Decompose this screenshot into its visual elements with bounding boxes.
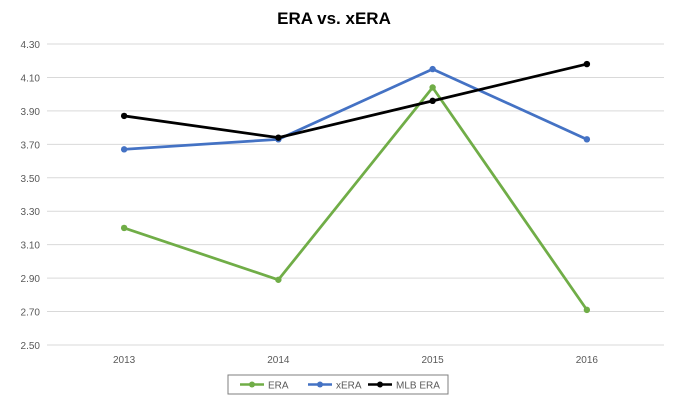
series-line-xera [122,67,589,151]
data-point-era [429,84,436,91]
data-point-era [275,276,282,283]
data-point-xera [583,136,591,143]
y-tick-label: 3.10 [21,241,41,252]
y-tick-label: 3.70 [21,140,41,151]
series-era [120,84,591,314]
x-tick-label: 2014 [267,355,290,366]
series-line-era [122,86,589,312]
y-tick-label: 3.30 [21,207,41,218]
y-tick-label: 4.10 [21,73,41,84]
legend-marker-era [249,381,255,388]
legend-label-xera: xERA [336,381,362,392]
gridlines [47,43,664,346]
data-point-xera [429,65,436,73]
x-tick-label: 2013 [113,355,136,366]
y-tick-label: 2.50 [21,341,41,352]
legend-box [227,374,449,395]
data-point-mlb-era [429,97,436,105]
data-point-mlb-era [275,134,282,141]
y-axis-tick-labels: 2.50 2.70 2.90 3.10 3.30 3.50 3.70 3.90 4.10 4.30 [21,40,41,352]
series-xera [120,65,591,153]
legend-label-mlb-era: MLB ERA [396,381,440,392]
legend-label-era: ERA [268,381,289,392]
data-point-era [583,306,591,314]
y-tick-label: 4.30 [21,40,41,51]
data-point-mlb-era [583,60,591,68]
data-point-mlb-era [120,112,128,120]
y-tick-label: 2.90 [21,274,41,285]
data-point-era [120,224,128,232]
legend-marker-mlb-era [377,381,383,388]
x-tick-label: 2015 [422,355,445,366]
data-point-xera [120,146,128,153]
series-mlb-era [120,60,591,141]
y-tick-label: 3.50 [21,174,41,185]
legend-marker-xera [317,381,323,388]
y-tick-label: 3.90 [21,107,41,118]
series-lines [120,60,591,314]
x-tick-label: 2016 [576,355,599,366]
chart-title: ERA vs. xERA [277,9,391,28]
x-axis-tick-labels: 2013 2014 2015 2016 [113,355,598,366]
y-tick-label: 2.70 [21,308,41,319]
series-line-mlb-era [122,62,589,140]
legend: ERA xERA MLB ERA [227,374,449,395]
